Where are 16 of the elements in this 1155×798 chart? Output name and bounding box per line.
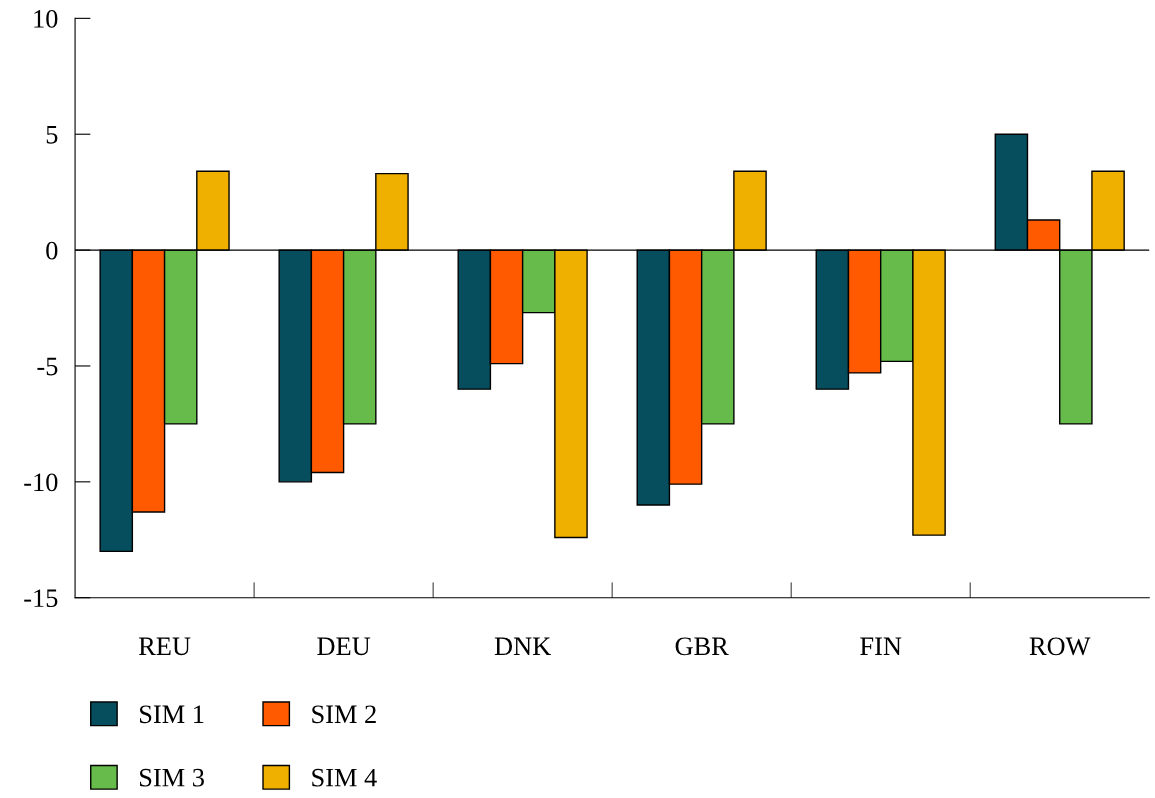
legend-label: SIM 1 [140, 705, 204, 724]
x-tick-label: ROW [1029, 637, 1091, 656]
y-tick-label: 10 [34, 9, 58, 28]
x-tick-label: DNK [494, 637, 551, 655]
legend-label: SIM 3 [140, 768, 204, 787]
x-tick-label: FIN [860, 637, 902, 655]
x-tick-label: REU [138, 637, 191, 656]
legend-label: SIM 4 [312, 768, 377, 787]
y-tick-label: -5 [37, 357, 58, 376]
y-tick-label: -10 [24, 473, 58, 492]
legend-label: SIM 2 [312, 705, 376, 724]
y-tick-label: -15 [24, 589, 58, 608]
x-tick-label: GBR [675, 637, 729, 656]
y-tick-label: 5 [46, 126, 58, 144]
y-tick-label: 0 [46, 241, 58, 260]
x-tick-label: DEU [317, 637, 371, 656]
